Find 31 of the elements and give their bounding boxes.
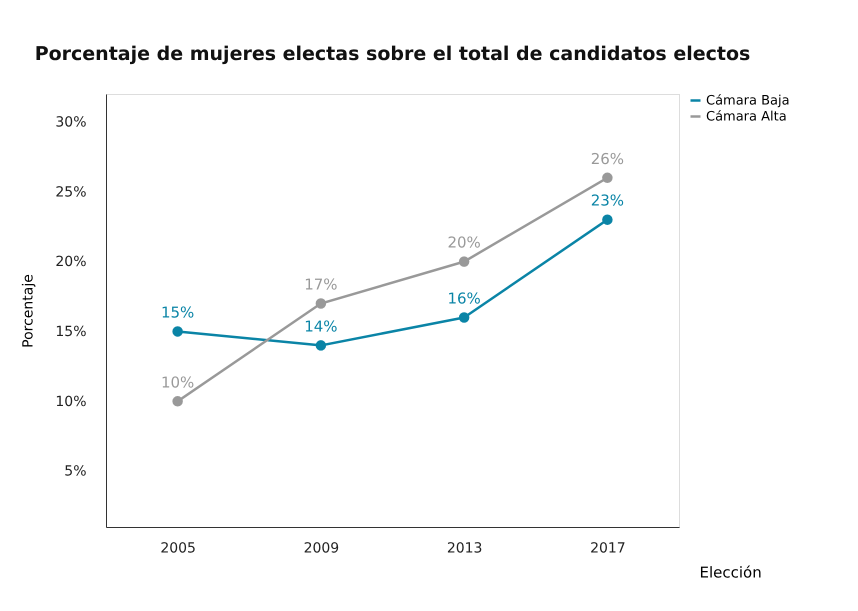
data-label: 14%: [304, 317, 338, 336]
y-axis-title: Porcentaje: [20, 274, 36, 348]
x-tick-label: 2009: [304, 540, 340, 556]
data-label: 17%: [304, 276, 338, 294]
data-label: 20%: [447, 234, 481, 252]
point: [172, 326, 183, 337]
point: [602, 172, 613, 184]
y-tick-label: 30%: [55, 114, 86, 130]
x-axis-title: Elección: [700, 564, 762, 582]
y-tick-label: 15%: [55, 324, 86, 340]
y-tick-label: 5%: [64, 464, 86, 480]
legend-label: Cámara Alta: [706, 110, 787, 124]
chart-title: Porcentaje de mujeres electas sobre el total de candidatos electos: [34, 43, 750, 65]
point: [316, 298, 326, 309]
point: [172, 396, 183, 407]
data-label: 16%: [447, 289, 481, 308]
point: [458, 256, 470, 267]
point: [458, 312, 470, 323]
point: [316, 340, 326, 351]
legend-label: Cámara Baja: [706, 94, 790, 108]
y-tick-label: 25%: [55, 184, 86, 200]
point: [602, 214, 613, 225]
y-tick-label: 10%: [55, 394, 86, 410]
data-label: 23%: [590, 192, 624, 210]
data-label: 10%: [160, 373, 194, 392]
x-tick-label: 2013: [446, 540, 482, 556]
y-tick-label: 20%: [55, 254, 86, 270]
x-tick-label: 2005: [160, 540, 196, 556]
x-tick-label: 2017: [590, 540, 626, 556]
data-label: 26%: [590, 150, 624, 168]
data-label: 15%: [160, 303, 194, 322]
